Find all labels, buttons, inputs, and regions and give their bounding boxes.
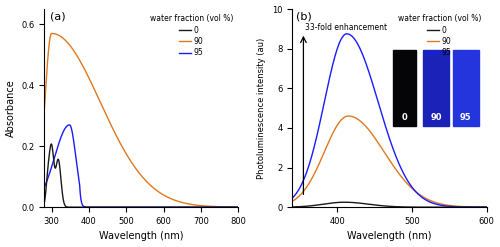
Y-axis label: Absorbance: Absorbance (6, 79, 16, 137)
Y-axis label: Photoluminescence intensity (au): Photoluminescence intensity (au) (258, 38, 266, 179)
Legend: 0, 90, 95: 0, 90, 95 (148, 13, 234, 59)
Legend: 0, 90, 95: 0, 90, 95 (396, 13, 482, 59)
Text: 33-fold enhancement: 33-fold enhancement (305, 23, 387, 32)
X-axis label: Wavelength (nm): Wavelength (nm) (99, 231, 184, 242)
Text: (a): (a) (50, 11, 66, 21)
X-axis label: Wavelength (nm): Wavelength (nm) (347, 231, 432, 242)
Text: (b): (b) (296, 11, 312, 21)
